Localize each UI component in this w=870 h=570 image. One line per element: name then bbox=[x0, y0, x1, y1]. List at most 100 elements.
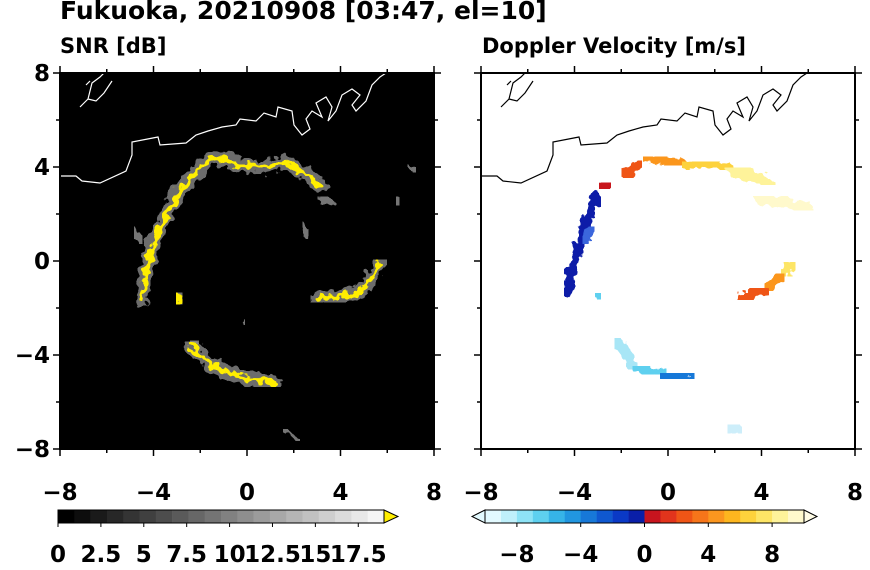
doppler-colorbar-bin bbox=[580, 510, 597, 523]
snr-colorbar-frame bbox=[57, 509, 385, 524]
doppler-axis-ticks bbox=[474, 66, 862, 456]
snr-colorbar-bin bbox=[335, 510, 352, 523]
snr-panel-title: SNR [dB] bbox=[60, 34, 167, 58]
doppler-echo-segment bbox=[578, 222, 599, 248]
snr-axis-ticks bbox=[53, 66, 441, 456]
doppler-colorbar-label: −8 bbox=[499, 542, 534, 568]
snr-colorbar-extend-max bbox=[383, 509, 400, 524]
snr-colorbar-bin bbox=[221, 510, 238, 523]
snr-colorbar-bin bbox=[286, 510, 303, 523]
snr-colorbar-bin bbox=[318, 510, 336, 523]
snr-colorbar-label: 2.5 bbox=[81, 542, 122, 568]
doppler-colorbar-bin bbox=[516, 510, 534, 523]
snr-weak-echo bbox=[394, 195, 402, 208]
snr-colorbar-bin bbox=[253, 510, 271, 523]
x-tick-label: 8 bbox=[847, 480, 863, 506]
main-title: Fukuoka, 20210908 [03:47, el=10] bbox=[60, 0, 547, 25]
doppler-colorbar-bin bbox=[724, 510, 741, 523]
doppler-velocity-echoes bbox=[562, 152, 814, 439]
doppler-colorbar-bin bbox=[660, 510, 677, 523]
x-tick-label: −8 bbox=[463, 480, 498, 506]
doppler-echo-segment bbox=[618, 156, 646, 182]
snr-colorbar-bin bbox=[139, 510, 157, 523]
doppler-colorbar-extend-min bbox=[470, 509, 486, 524]
doppler-echo-segment bbox=[641, 152, 693, 171]
snr-x-tick-labels: −8 −4 0 4 8 bbox=[42, 480, 442, 506]
snr-colorbar-bin bbox=[123, 510, 140, 523]
snr-colorbar-bin bbox=[204, 510, 222, 523]
snr-colorbar-bin bbox=[237, 510, 254, 523]
doppler-colorbar-bin bbox=[548, 510, 566, 523]
x-tick-label: 8 bbox=[426, 480, 442, 506]
y-tick-label: −8 bbox=[15, 437, 50, 463]
x-tick-label: −4 bbox=[557, 480, 592, 506]
doppler-colorbar-label: 8 bbox=[764, 542, 780, 568]
doppler-echo-segment bbox=[590, 288, 606, 305]
doppler-colorbar-bin bbox=[676, 510, 693, 523]
snr-weak-echo bbox=[281, 427, 301, 443]
y-tick-label: 4 bbox=[34, 155, 50, 181]
dop-coastline-path bbox=[481, 73, 808, 184]
snr-strong-echo bbox=[174, 291, 185, 306]
snr-colorbar-label: 15 bbox=[299, 542, 331, 568]
y-tick-label: −4 bbox=[15, 343, 50, 369]
doppler-colorbar-bin bbox=[532, 510, 550, 523]
doppler-colorbar-bin bbox=[756, 510, 773, 523]
snr-colorbar bbox=[57, 509, 400, 527]
snr-colorbar-label: 12.5 bbox=[244, 542, 301, 568]
x-tick-label: 4 bbox=[332, 480, 348, 506]
snr-strong-echoes bbox=[134, 150, 388, 391]
doppler-echo-segment bbox=[681, 156, 735, 175]
snr-colorbar-bin bbox=[90, 510, 108, 523]
doppler-colorbar-label: 4 bbox=[700, 542, 716, 568]
snr-colorbar-bin bbox=[188, 510, 205, 523]
doppler-echo-segment bbox=[657, 368, 697, 384]
doppler-echo-segment bbox=[723, 163, 777, 189]
x-tick-label: −4 bbox=[136, 480, 171, 506]
doppler-panel-title: Doppler Velocity [m/s] bbox=[482, 34, 746, 58]
doppler-colorbar-bin bbox=[485, 510, 502, 523]
doppler-colorbar-bin bbox=[772, 510, 789, 523]
doppler-colorbar-bin bbox=[564, 510, 581, 523]
snr-colorbar-bin bbox=[106, 510, 124, 523]
snr-colorbar-label: 7.5 bbox=[166, 542, 207, 568]
doppler-colorbar-bin bbox=[740, 510, 757, 523]
snr-weak-echo bbox=[317, 195, 339, 208]
snr-colorbar-bin bbox=[269, 510, 287, 523]
snr-weak-echo bbox=[132, 225, 145, 245]
doppler-colorbar bbox=[470, 509, 819, 527]
snr-colorbar-label: 5 bbox=[136, 542, 152, 568]
snr-weak-echoes bbox=[132, 145, 418, 443]
doppler-colorbar-tick-labels: −8 −4 0 4 8 bbox=[499, 542, 780, 568]
snr-coastline bbox=[60, 73, 387, 184]
snr-strong-echo bbox=[139, 155, 322, 302]
doppler-panel: −8 −4 0 4 8 −8 −4 0 4 8 bbox=[463, 66, 863, 568]
snr-strong-echo bbox=[188, 343, 278, 386]
snr-colorbar-label: 0 bbox=[50, 542, 66, 568]
x-tick-label: −8 bbox=[42, 480, 77, 506]
snr-weak-echo bbox=[300, 220, 311, 240]
x-tick-label: 0 bbox=[660, 480, 676, 506]
x-tick-label: 4 bbox=[753, 480, 769, 506]
doppler-colorbar-bin bbox=[644, 510, 661, 523]
doppler-echo-segment bbox=[751, 192, 814, 215]
y-tick-label: 8 bbox=[34, 61, 50, 87]
snr-coastline-path bbox=[60, 73, 387, 184]
doppler-echo-segment bbox=[723, 420, 746, 439]
snr-colorbar-bin bbox=[58, 510, 75, 523]
doppler-colorbar-extend-max bbox=[803, 509, 819, 524]
snr-colorbar-bin bbox=[302, 510, 320, 523]
doppler-x-tick-labels: −8 −4 0 4 8 bbox=[463, 480, 863, 506]
y-tick-label: 0 bbox=[34, 249, 50, 275]
doppler-coastline bbox=[481, 73, 808, 184]
doppler-colorbar-label: 0 bbox=[636, 542, 652, 568]
snr-y-tick-labels: 8 4 0 −4 −8 bbox=[15, 61, 50, 463]
snr-colorbar-label: 17.5 bbox=[330, 542, 387, 568]
snr-strong-echo bbox=[314, 260, 383, 302]
doppler-colorbar-bin bbox=[612, 510, 629, 523]
doppler-colorbar-bin bbox=[788, 510, 805, 523]
snr-weak-echo bbox=[239, 317, 248, 327]
